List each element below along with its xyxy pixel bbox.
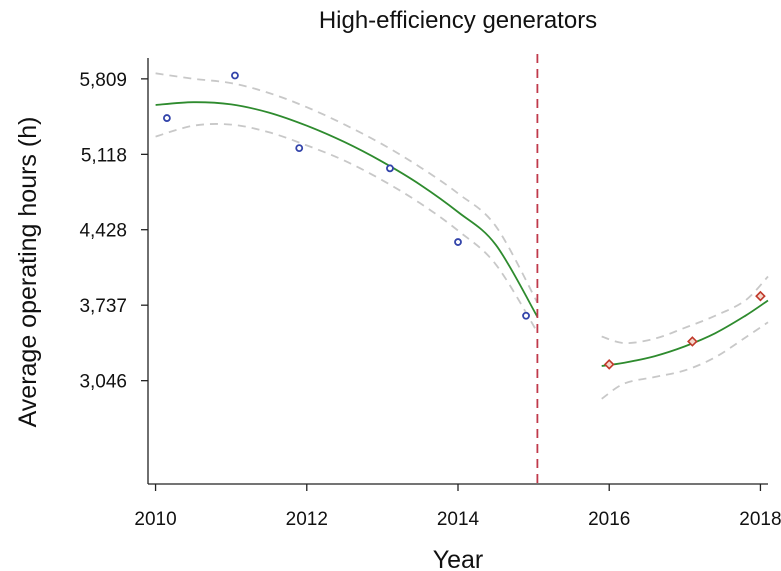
x-tick-label: 2012 bbox=[286, 509, 328, 530]
ci-upper-line-1 bbox=[155, 72, 539, 304]
fit-line-1 bbox=[155, 101, 539, 318]
data-point bbox=[755, 290, 766, 302]
y-tick-label: 4,428 bbox=[79, 221, 127, 242]
axis-ticks: 2010 2012 2014 2016 2018 3,046 3,737 4,428 5,118… bbox=[79, 70, 781, 530]
data-point bbox=[231, 71, 239, 80]
chart-title: High-efficiency generators bbox=[319, 7, 597, 34]
y-tick-label: 5,118 bbox=[81, 145, 127, 166]
y-axis-label: Average operating hours (h) bbox=[14, 117, 42, 428]
data-point bbox=[522, 311, 530, 320]
data-point bbox=[163, 114, 171, 122]
data-point bbox=[295, 144, 304, 153]
ci-lower-line-1 bbox=[155, 123, 539, 333]
ci-lower-line-2 bbox=[601, 321, 769, 400]
x-axis-label: Year bbox=[433, 546, 484, 571]
y-tick-label: 3,046 bbox=[79, 372, 127, 393]
x-tick-label: 2010 bbox=[134, 509, 176, 530]
fit-line-2 bbox=[601, 299, 769, 367]
y-tick-label: 3,737 bbox=[79, 296, 127, 317]
data-point bbox=[454, 238, 462, 246]
data-point bbox=[687, 336, 698, 347]
x-tick-label: 2016 bbox=[588, 509, 630, 530]
x-tick-label: 2014 bbox=[437, 509, 480, 530]
data-point bbox=[603, 359, 615, 370]
axes bbox=[147, 58, 768, 485]
plot-area bbox=[155, 54, 769, 484]
y-tick-label: 5,809 bbox=[79, 70, 127, 91]
x-tick-label: 2018 bbox=[739, 509, 781, 530]
ci-upper-line-2 bbox=[601, 275, 769, 345]
data-point bbox=[386, 164, 394, 173]
